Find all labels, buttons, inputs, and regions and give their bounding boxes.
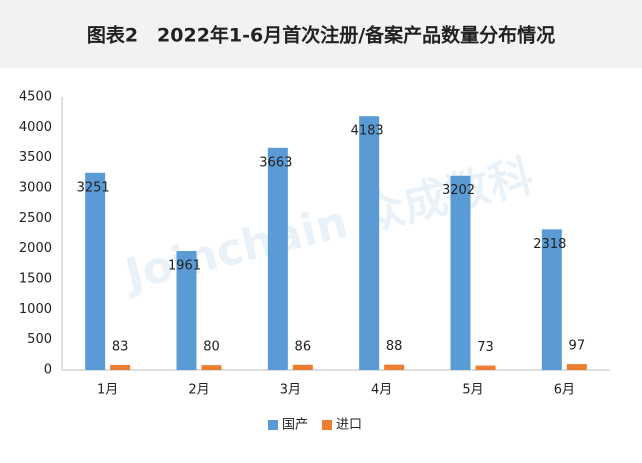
x-tick-label: 3月 (280, 383, 301, 398)
x-tick-label: 5月 (462, 383, 483, 398)
value-label: 1961 (168, 259, 201, 274)
x-tick-label: 6月 (554, 383, 575, 398)
y-tick-label: 0 (44, 363, 52, 378)
value-label: 80 (203, 340, 220, 355)
value-label: 73 (477, 340, 494, 355)
y-tick-label: 4000 (19, 120, 52, 135)
legend-label: 国产 (282, 418, 308, 433)
bar (85, 172, 106, 370)
x-tick-label: 2月 (188, 383, 209, 398)
value-label: 88 (386, 339, 403, 354)
chart-title: 图表2 2022年1-6月首次注册/备案产品数量分布情况 (87, 24, 555, 47)
value-label: 86 (295, 339, 312, 354)
bar (566, 364, 587, 370)
bar (384, 364, 405, 370)
y-tick-label: 2500 (19, 211, 52, 226)
y-tick-label: 2000 (19, 241, 52, 256)
bar (267, 147, 288, 370)
value-label: 3663 (259, 155, 292, 170)
bar (201, 365, 222, 370)
bar (475, 365, 496, 370)
y-tick-label: 3000 (19, 181, 52, 196)
bar (541, 229, 562, 370)
value-label: 2318 (533, 237, 566, 252)
bar (359, 116, 380, 371)
bar (110, 364, 131, 370)
title-band (0, 0, 642, 68)
bar (292, 364, 313, 370)
value-label: 4183 (351, 124, 384, 139)
bar (176, 251, 197, 370)
value-label: 83 (112, 339, 129, 354)
x-tick-label: 1月 (97, 383, 118, 398)
y-tick-label: 500 (27, 332, 52, 347)
bar (450, 175, 471, 370)
y-tick-label: 1000 (19, 302, 52, 317)
x-tick-label: 4月 (371, 383, 392, 398)
legend-label: 进口 (336, 418, 362, 433)
value-label: 3202 (442, 183, 475, 198)
y-tick-label: 1500 (19, 272, 52, 287)
y-tick-label: 4500 (19, 90, 52, 105)
legend-swatch (322, 420, 332, 430)
y-tick-label: 3500 (19, 150, 52, 165)
value-label: 97 (569, 339, 586, 354)
legend-swatch (268, 420, 278, 430)
value-label: 3251 (77, 180, 110, 195)
